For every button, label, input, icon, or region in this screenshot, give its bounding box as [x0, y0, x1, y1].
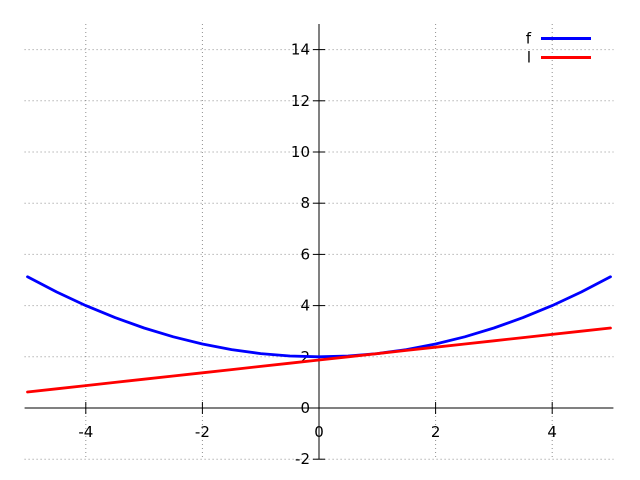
legend: fl	[526, 30, 591, 67]
series	[26, 275, 612, 394]
y-tick-label: -2	[295, 450, 310, 468]
curve-f	[26, 275, 612, 359]
y-tick-label: 4	[300, 297, 310, 315]
axes	[24, 24, 614, 460]
curve-l	[26, 326, 612, 394]
x-tick-label: 4	[547, 423, 557, 441]
y-tick-label: 12	[291, 92, 310, 110]
y-tick-label: 14	[291, 41, 310, 59]
y-tick-label: 8	[300, 194, 310, 212]
y-tick-label: 6	[300, 245, 310, 263]
x-tick-label: -4	[78, 423, 93, 441]
legend-label-l: l	[527, 49, 531, 67]
x-tick-label: 2	[431, 423, 441, 441]
y-tick-label: 10	[291, 143, 310, 161]
y-tick-label: 0	[300, 399, 310, 417]
legend-label-f: f	[526, 30, 532, 48]
x-tick-label: 0	[314, 423, 324, 441]
x-tick-label: -2	[195, 423, 210, 441]
gridlines	[24, 24, 614, 460]
